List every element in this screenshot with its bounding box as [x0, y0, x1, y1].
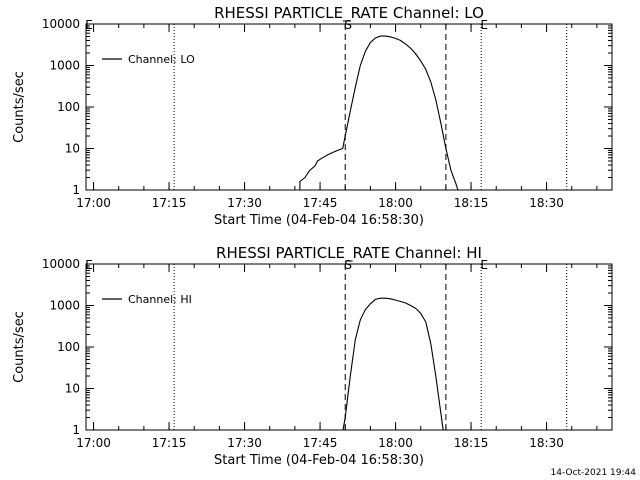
- panel-hi: RHESSI PARTICLE_RATE Channel: HI Start T…: [12, 244, 613, 468]
- y-tick-label: 10000: [42, 257, 80, 271]
- x-tick-label: 17:00: [76, 436, 111, 450]
- y-tick-label: 10000: [42, 17, 80, 31]
- x-tick-label: 17:15: [152, 436, 187, 450]
- y-tick-label: 1: [72, 423, 80, 437]
- y-tick-label: 10: [65, 142, 80, 156]
- legend-label: Channel: HI: [128, 293, 192, 306]
- event-marker-label: E: [480, 258, 488, 272]
- x-tick-label: 18:15: [454, 196, 489, 210]
- plot-frame: [85, 23, 613, 191]
- x-tick-label: 18:00: [378, 196, 413, 210]
- y-tick-label: 100: [57, 100, 80, 114]
- x-axis-label: Start Time (04-Feb-04 16:58:30): [214, 453, 424, 468]
- x-tick-label: 17:45: [303, 196, 338, 210]
- x-tick-label: 17:00: [76, 196, 111, 210]
- y-tick-label: 10: [65, 382, 80, 396]
- x-tick-label: 18:30: [529, 436, 564, 450]
- y-tick-label: 1000: [49, 59, 80, 73]
- x-tick-label: 17:15: [152, 196, 187, 210]
- x-tick-label: 18:15: [454, 436, 489, 450]
- timestamp-label: 14-Oct-2021 19:44: [551, 468, 637, 478]
- x-tick-label: 17:45: [303, 436, 338, 450]
- chart-title: RHESSI PARTICLE_RATE Channel: HI: [216, 244, 482, 263]
- plot-frame: [85, 263, 613, 431]
- x-tick-label: 18:30: [529, 196, 564, 210]
- series-line: [299, 35, 459, 190]
- panel-lo: RHESSI PARTICLE_RATE Channel: LO Start T…: [12, 4, 613, 228]
- event-marker-label: S: [344, 18, 352, 32]
- legend-label: Channel: LO: [128, 53, 195, 66]
- y-tick-label: 1: [72, 183, 80, 197]
- x-axis-label: Start Time (04-Feb-04 16:58:30): [214, 213, 424, 228]
- y-axis-label: Counts/sec: [12, 311, 27, 383]
- series-line: [342, 297, 444, 430]
- event-marker-label: E: [85, 18, 93, 32]
- event-marker-label: E: [85, 258, 93, 272]
- x-tick-label: 17:30: [227, 436, 262, 450]
- y-tick-label: 100: [57, 340, 80, 354]
- event-marker-label: E: [480, 18, 488, 32]
- event-marker-label: S: [344, 258, 352, 272]
- x-tick-label: 17:30: [227, 196, 262, 210]
- chart-title: RHESSI PARTICLE_RATE Channel: LO: [214, 4, 484, 23]
- x-tick-label: 18:00: [378, 436, 413, 450]
- y-tick-label: 1000: [49, 299, 80, 313]
- y-axis-label: Counts/sec: [12, 71, 27, 143]
